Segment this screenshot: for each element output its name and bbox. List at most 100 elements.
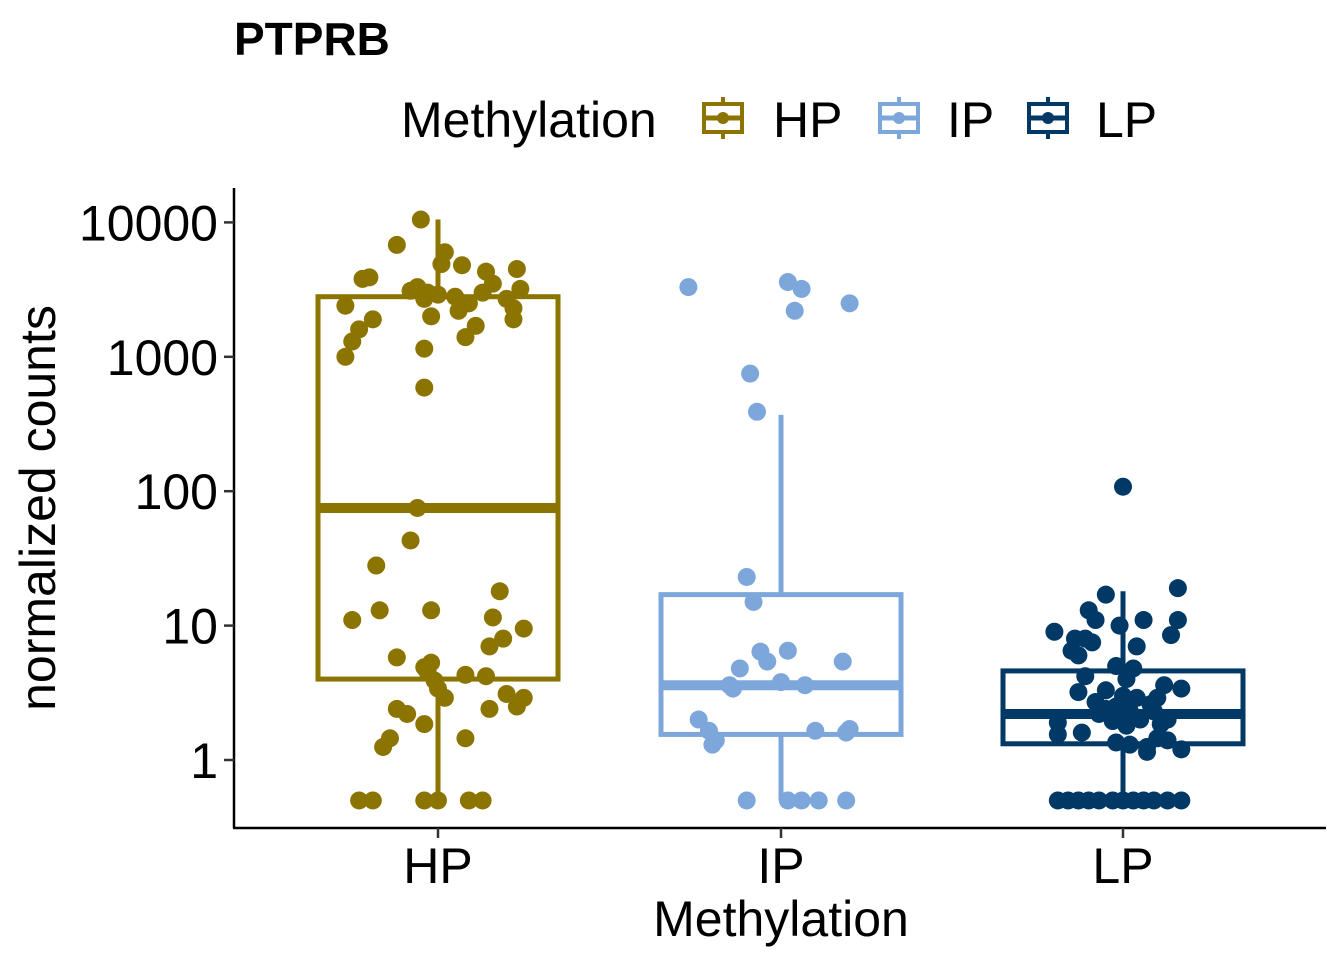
legend-key-point xyxy=(893,112,905,124)
data-point xyxy=(1158,731,1177,750)
data-point xyxy=(1103,712,1122,731)
data-point xyxy=(737,791,756,810)
data-point xyxy=(415,339,434,358)
y-tick-label: 1000 xyxy=(107,330,218,386)
legend: Methylation HP IP LP xyxy=(401,92,1157,148)
data-point xyxy=(1172,679,1191,698)
data-point xyxy=(1168,579,1187,598)
data-point xyxy=(473,791,492,810)
y-axis: 1 10 100 1000 10000 xyxy=(79,188,236,828)
data-point xyxy=(1162,626,1181,645)
legend-key-hp xyxy=(702,97,744,139)
data-point xyxy=(1158,791,1177,810)
data-point xyxy=(408,498,427,517)
data-point xyxy=(1110,616,1129,635)
y-tick-label: 100 xyxy=(135,464,218,520)
data-point xyxy=(374,737,393,756)
data-point xyxy=(703,735,722,754)
data-point xyxy=(1144,791,1163,810)
data-point xyxy=(398,704,417,723)
data-point xyxy=(415,378,434,397)
data-point xyxy=(429,285,447,304)
data-point xyxy=(1069,683,1088,702)
legend-key-point xyxy=(717,112,729,124)
data-point xyxy=(1172,740,1191,759)
data-point xyxy=(840,294,859,313)
data-point xyxy=(507,260,526,279)
data-point xyxy=(1168,611,1187,630)
data-point xyxy=(415,791,434,810)
x-tick-label: LP xyxy=(1092,838,1153,894)
data-point xyxy=(367,556,386,575)
data-point xyxy=(1127,688,1146,707)
data-point xyxy=(1045,622,1064,641)
data-point xyxy=(490,582,509,601)
data-point xyxy=(792,791,811,810)
data-point xyxy=(422,601,441,620)
data-point xyxy=(837,723,856,742)
data-point xyxy=(456,665,475,684)
data-point xyxy=(353,269,372,288)
data-point xyxy=(772,673,790,692)
data-point xyxy=(497,684,516,703)
data-point xyxy=(411,210,430,229)
data-point xyxy=(504,310,523,329)
data-point xyxy=(833,652,852,671)
data-point xyxy=(1172,791,1191,810)
chart-title: PTPRB xyxy=(234,13,390,65)
data-point xyxy=(429,791,447,810)
data-point xyxy=(809,791,828,810)
data-point xyxy=(1048,725,1067,744)
data-point xyxy=(370,601,389,620)
data-point xyxy=(806,721,825,740)
data-point xyxy=(401,281,420,300)
data-point xyxy=(1096,585,1115,604)
legend-label-lp: LP xyxy=(1096,92,1157,148)
data-point xyxy=(473,283,492,302)
series-lp xyxy=(1000,477,1246,810)
data-point xyxy=(1107,733,1126,752)
data-point xyxy=(758,652,777,671)
x-tick-label: IP xyxy=(757,838,804,894)
data-point xyxy=(459,791,478,810)
data-point xyxy=(679,278,698,297)
data-point xyxy=(1138,742,1157,761)
data-point xyxy=(336,347,355,366)
y-axis-label: normalized counts xyxy=(10,305,66,711)
data-point xyxy=(422,307,441,326)
data-point xyxy=(456,328,475,347)
data-point xyxy=(387,235,406,254)
data-point xyxy=(1076,667,1095,686)
data-point xyxy=(741,364,760,383)
data-point xyxy=(1083,633,1102,652)
data-point xyxy=(1131,710,1150,729)
data-point xyxy=(747,402,766,421)
data-point xyxy=(1089,791,1108,810)
data-point xyxy=(1089,704,1108,723)
data-point xyxy=(785,301,804,320)
legend-label-ip: IP xyxy=(947,92,994,148)
data-point xyxy=(477,667,496,686)
data-point xyxy=(432,255,451,274)
data-point xyxy=(796,676,815,695)
data-point xyxy=(1120,735,1139,754)
data-point xyxy=(1107,657,1126,676)
data-point xyxy=(343,611,362,630)
data-point xyxy=(494,629,513,648)
data-point xyxy=(1134,611,1153,630)
data-point xyxy=(480,699,499,718)
data-point xyxy=(1151,715,1170,734)
legend-label-hp: HP xyxy=(773,92,842,148)
data-point xyxy=(350,791,369,810)
data-point xyxy=(1117,670,1136,689)
y-tick-label: 1 xyxy=(190,733,218,789)
data-point xyxy=(514,619,533,638)
data-point xyxy=(1117,716,1136,735)
x-tick-label: HP xyxy=(403,838,472,894)
data-point xyxy=(415,715,434,734)
legend-key-lp xyxy=(1027,97,1069,139)
data-point xyxy=(744,592,763,611)
box xyxy=(658,592,904,737)
y-tick-label: 10000 xyxy=(79,195,218,251)
data-point xyxy=(1127,637,1146,656)
